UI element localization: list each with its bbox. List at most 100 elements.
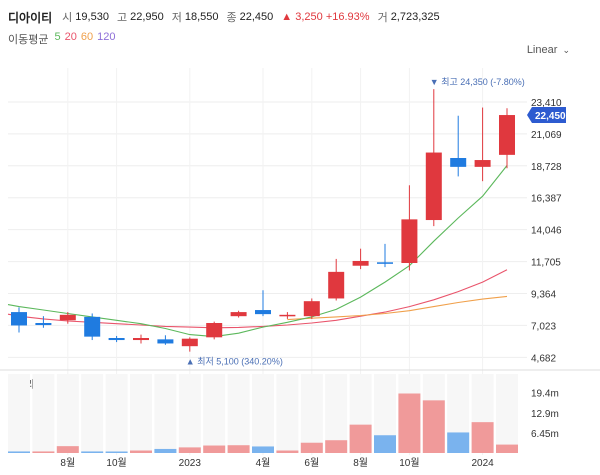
volume-value: 2,723,325 [390,11,440,23]
candle-body [377,262,393,264]
volume-bar [447,432,470,453]
volume-bar [32,451,55,453]
volume-bar-bg [203,374,226,453]
ma5-legend: 5 [54,31,61,43]
price-header: 디아이티 시 19,530 고 22,950 저 18,550 종 22,450… [8,6,448,28]
volume-bar [178,447,201,453]
price-tick-label: 14,046 [531,226,562,237]
time-tick-label: 8월 [353,457,368,469]
volume-bar-bg [105,374,128,453]
volume-bar [471,422,494,453]
ma120-legend: 120 [97,31,116,43]
volume-bar-bg [300,374,323,453]
candle-body [157,339,174,344]
candle-body [11,312,27,326]
ma60-legend: 60 [80,31,94,43]
candle-body [450,158,467,167]
high-value: 22,950 [130,11,164,23]
time-axis: 8월 10월 2023 4월 6월 8월 10월 2024 [60,457,494,469]
candle-body [133,338,149,341]
volume-tick-label: 19.4m [531,389,559,400]
close-value: 22,450 [239,11,274,23]
volume-bar-bg [130,374,152,453]
low-label: 저 [171,12,182,24]
volume-bar [496,444,518,453]
volume-bar-bg [81,374,104,453]
candle-body [474,160,491,167]
scale-toggle-button[interactable]: Linear ⌄ [527,44,570,56]
scale-label: Linear [526,44,558,56]
price-tick-label: 21,069 [531,130,562,141]
candle-body [352,260,369,266]
candle-body [181,338,198,347]
moving-average-lines [7,165,508,338]
time-tick-label: 2023 [179,458,202,469]
volume-bar [349,424,372,453]
annotations: ▼ 최고 24,350 (-7.80%) ▲ 최저 5,100 (340.20%)… [186,77,566,367]
time-tick-label: 10월 [106,457,126,469]
current-price-tag [527,107,566,124]
candle-body [401,219,418,263]
price-tick-label: 7,023 [531,321,556,332]
ma20-line [7,269,508,329]
volume-tick-label: 6.45m [531,429,559,440]
ma20-legend: 20 [64,31,77,43]
low-price-marker: ▲ 최저 5,100 (340.20%) [186,357,283,367]
price-tick-label: 4,682 [531,353,556,364]
volume-bar [300,442,323,453]
volume-bar-bg [252,374,274,453]
volume-bar [252,446,274,453]
volume-bar-bg [496,374,518,453]
ma5-line [7,165,508,338]
ma60-line [287,295,508,321]
candle-body [328,271,345,299]
volume-bar [8,451,30,453]
volume-bars [8,374,518,453]
price-tick-label: 11,705 [531,258,561,269]
high-label: 고 [116,12,128,24]
volume-bar [374,435,396,453]
chevron-down-icon: ⌄ [562,45,570,55]
candle-body [425,152,442,221]
volume-bar [203,445,226,453]
time-tick-label: 10월 [399,457,419,469]
high-price-marker: ▼ 최고 24,350 (-7.80%) [430,77,525,87]
candle-body [59,314,76,321]
moving-average-legend[interactable]: 이동평균 5 20 60 120 [8,31,115,47]
close-label: 종 [226,12,237,24]
price-tick-label: 9,364 [531,289,556,300]
stock-name: 디아이티 [8,10,53,25]
volume-bar-bg [56,374,79,453]
volume-bar [276,450,299,453]
current-price-label: 22,450 [535,111,566,122]
open-label: 시 [62,12,73,24]
candle-body [255,310,271,315]
volume-bar [325,440,348,453]
candles [11,89,515,352]
candle-body [303,301,320,317]
volume-bar-bg [325,374,348,453]
volume-axis: 19.4m 12.9m 6.45m [531,389,559,440]
candle-body [206,323,223,338]
volume-bar-bg [154,374,177,453]
volume-bar [105,451,128,453]
volume-bar-bg [8,374,30,453]
time-tick-label: 8월 [60,457,75,469]
volume-bar [398,393,421,453]
time-tick-label: 2024 [471,458,494,469]
volume-tick-label: 12.9m [531,409,559,420]
time-tick-label: 6월 [304,457,319,469]
open-value: 19,530 [75,11,109,23]
change-value: ▲ 3,250 +16.93% [281,11,370,23]
volume-bar [81,451,104,453]
candle-body [230,312,247,317]
candle-body [499,115,515,155]
volume-bar-bg [178,374,201,453]
candle-body [35,323,52,326]
volume-bar [130,450,152,453]
ma-legend-title: 이동평균 [8,34,49,46]
price-tick-label: 18,728 [531,162,562,173]
volume-label: 거 [377,12,388,24]
low-value: 18,550 [184,11,219,23]
